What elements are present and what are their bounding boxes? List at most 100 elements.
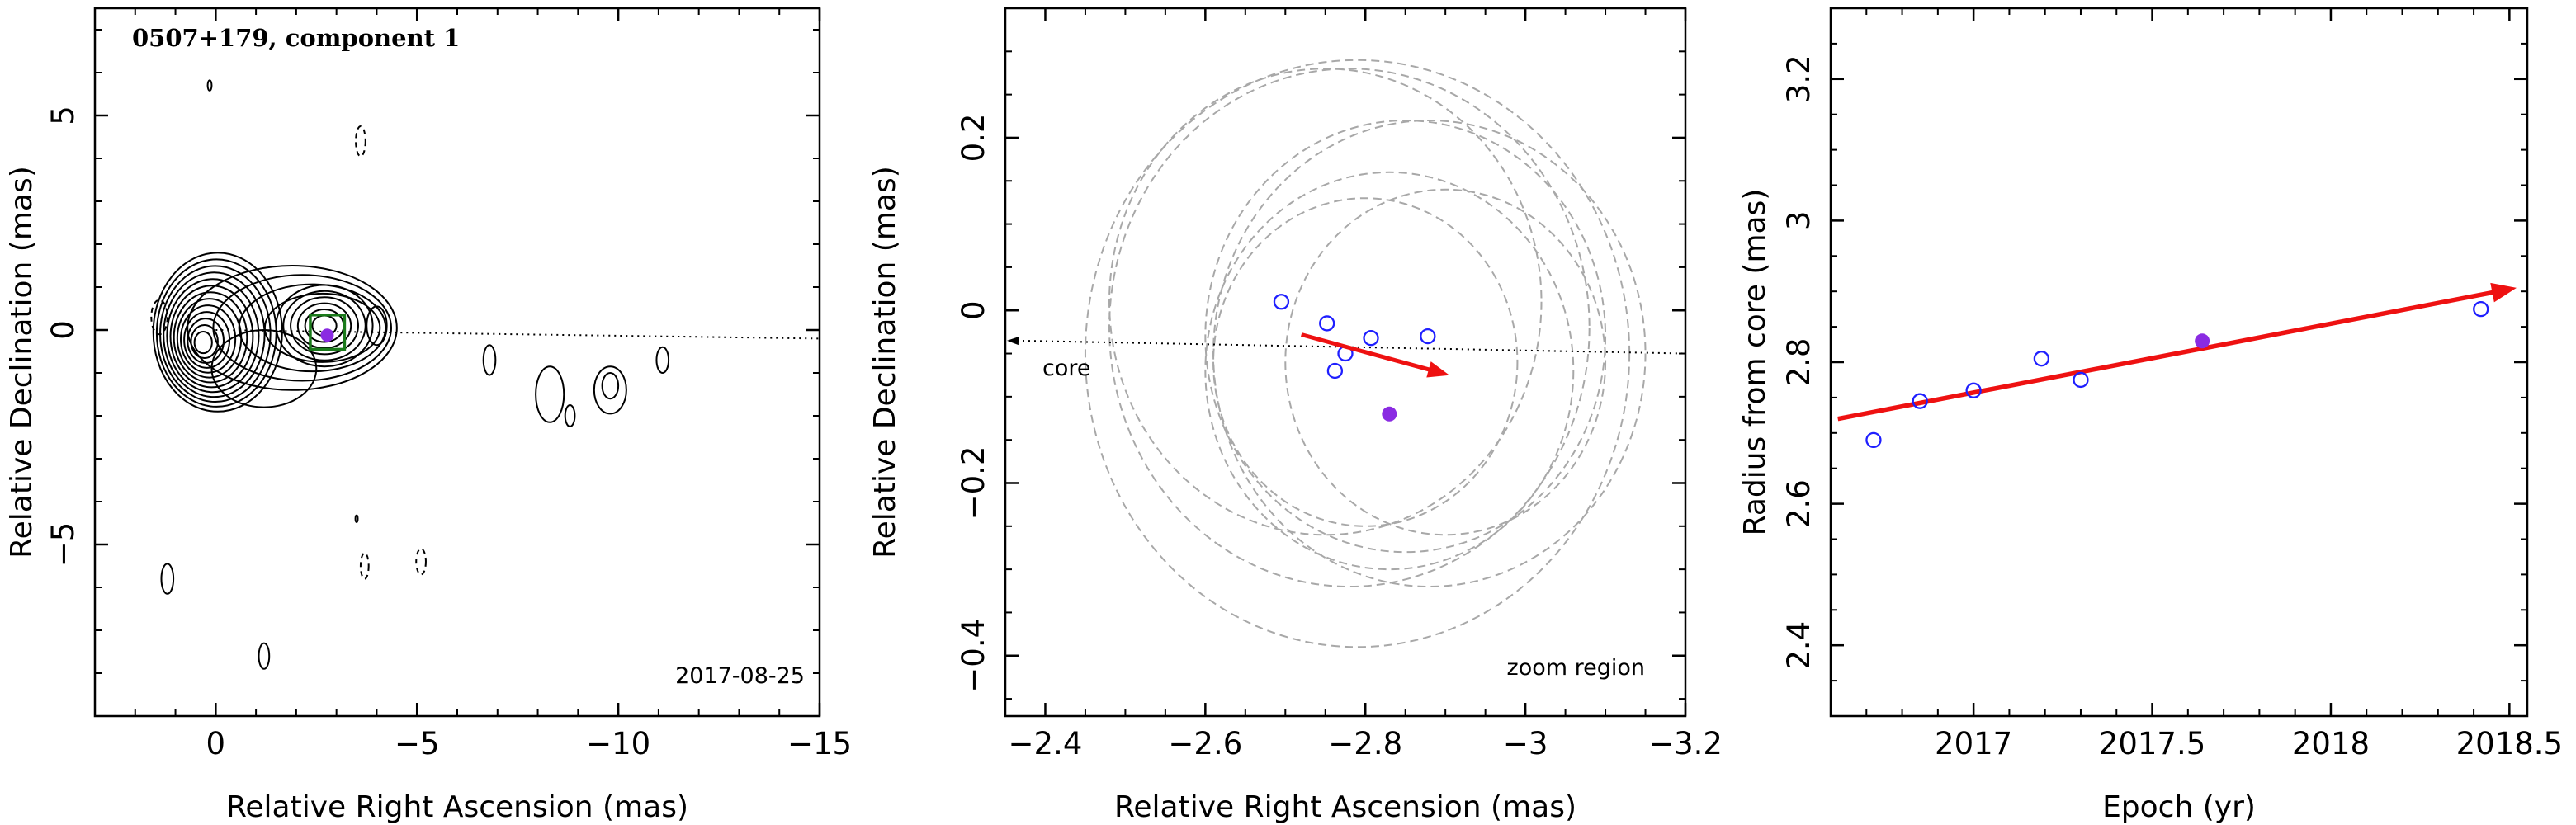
x-axis-label: Epoch (yr) <box>2102 790 2256 824</box>
axis-ticks: −2.4 −2.6 −2.8 −3 −3.2 0.2 0 −0.2 −0.4 <box>956 7 1723 761</box>
x-tick-label: −2.6 <box>1168 726 1242 761</box>
motion-arrow <box>1301 332 1435 373</box>
data-point-filled <box>1382 406 1397 422</box>
axis-ticks: 2017 2017.5 2018 2018.5 2.4 2.6 2.8 3 3.2 <box>1781 7 2563 761</box>
trend-arrowhead <box>2490 282 2517 303</box>
y-axis-label: Relative Declination (mas) <box>868 166 902 559</box>
panel-zoom-region: −2.4 −2.6 −2.8 −3 −3.2 0.2 0 −0.2 −0.4 core zoom… <box>868 7 1723 824</box>
x-tick-label: 2018 <box>2292 726 2370 761</box>
y-axis-label: Radius from core (mas) <box>1738 189 1772 536</box>
y-tick-label: −5 <box>45 522 81 568</box>
contour-negative <box>415 548 427 576</box>
contour-map <box>150 79 670 670</box>
contour-feature <box>354 514 359 523</box>
y-tick-label: 2.8 <box>1781 338 1817 387</box>
x-tick-label: 2017 <box>1935 726 2012 761</box>
panel-radius-vs-epoch: 2017 2017.5 2018 2018.5 2.4 2.6 2.8 3 3.2 Epoch … <box>1738 7 2563 824</box>
data-point-open <box>1273 294 1290 310</box>
x-tick-label: −2.4 <box>1009 726 1083 761</box>
epoch-label: 2017-08-25 <box>675 663 805 689</box>
y-tick-label: 3 <box>1781 211 1817 231</box>
x-axis-label: Relative Right Ascension (mas) <box>226 790 688 824</box>
y-tick-label: 0 <box>956 300 991 320</box>
contour-core <box>179 304 237 374</box>
ridge-line <box>215 329 820 340</box>
data-points <box>1865 300 2489 449</box>
contour-feature <box>564 404 576 427</box>
error-circle <box>1212 197 1519 527</box>
y-axis-label: Relative Declination (mas) <box>5 166 39 559</box>
y-tick-label: −0.4 <box>956 619 991 693</box>
error-circle <box>1284 188 1607 536</box>
x-tick-label: −3.2 <box>1648 726 1723 761</box>
error-circle <box>1204 120 1607 554</box>
contour-core <box>169 285 254 389</box>
data-point-open <box>1865 431 1882 449</box>
x-tick-label: 2017.5 <box>2099 726 2205 761</box>
contour-feature <box>593 365 627 415</box>
data-point-open <box>1319 315 1335 332</box>
plot-frame <box>1004 7 1687 718</box>
trend-arrow <box>1837 289 2498 422</box>
contour-feature <box>206 79 213 92</box>
data-point-open <box>2033 351 2050 367</box>
error-circle <box>1108 68 1591 588</box>
error-circles <box>1084 59 1647 648</box>
x-tick-label: 0 <box>206 726 226 761</box>
x-tick-label: −15 <box>787 726 852 761</box>
zoom-region-label: zoom region <box>1507 655 1645 681</box>
motion-arrowhead <box>1426 361 1450 378</box>
x-axis-label: Relative Right Ascension (mas) <box>1114 790 1576 824</box>
contour-jet <box>210 329 318 408</box>
error-circle <box>1084 59 1631 648</box>
x-tick-label: 2018.5 <box>2456 726 2563 761</box>
contour-feature <box>366 305 388 346</box>
contour-feature <box>601 372 620 400</box>
contour-negative <box>150 299 168 336</box>
y-tick-label: 0.2 <box>956 114 991 163</box>
contour-feature <box>160 563 175 595</box>
contour-negative <box>355 125 366 158</box>
contour-jet <box>263 292 381 363</box>
contour-jet <box>212 274 393 382</box>
contour-core <box>173 291 248 384</box>
data-point-open <box>1363 330 1379 346</box>
contour-feature <box>482 344 497 376</box>
chart-title: 0507+179, component 1 <box>132 24 460 52</box>
x-tick-label: −3 <box>1503 726 1548 761</box>
y-tick-label: 2.6 <box>1781 479 1817 528</box>
contour-feature <box>535 365 565 423</box>
contour-feature <box>655 346 670 374</box>
y-tick-label: 0 <box>45 320 81 340</box>
data-point-open <box>2073 371 2089 389</box>
contour-knot <box>290 296 360 356</box>
core-arrowhead <box>1007 337 1019 346</box>
contour-core <box>166 278 260 394</box>
error-circle <box>1108 68 1543 536</box>
x-tick-label: −5 <box>395 726 440 761</box>
contour-core <box>163 271 266 398</box>
data-point-open <box>1420 328 1436 345</box>
component-marker <box>320 328 334 342</box>
contour-jet <box>238 283 387 373</box>
contour-jet <box>187 265 398 391</box>
contour-core <box>193 330 213 355</box>
contour-feature <box>258 642 271 670</box>
core-label: core <box>1042 356 1090 381</box>
plot-frame <box>1829 7 2529 718</box>
contour-knot <box>282 290 366 361</box>
x-tick-label: −10 <box>586 726 650 761</box>
y-tick-label: −0.2 <box>956 446 991 521</box>
panel-contour-map: 0 −5 −10 −15 5 0 −5 0507+179, component 1 2017… <box>5 7 852 824</box>
x-tick-label: −2.8 <box>1328 726 1402 761</box>
data-points <box>1273 294 1436 422</box>
data-point-open <box>2473 300 2489 318</box>
data-point-filled <box>2195 333 2210 349</box>
y-tick-label: 3.2 <box>1781 54 1817 103</box>
data-point-open <box>1912 393 1928 409</box>
contour-negative <box>359 552 370 580</box>
axis-ticks: 0 −5 −10 −15 5 0 −5 <box>45 8 852 761</box>
zoom-region-box <box>309 314 347 351</box>
contour-knot <box>275 284 374 368</box>
